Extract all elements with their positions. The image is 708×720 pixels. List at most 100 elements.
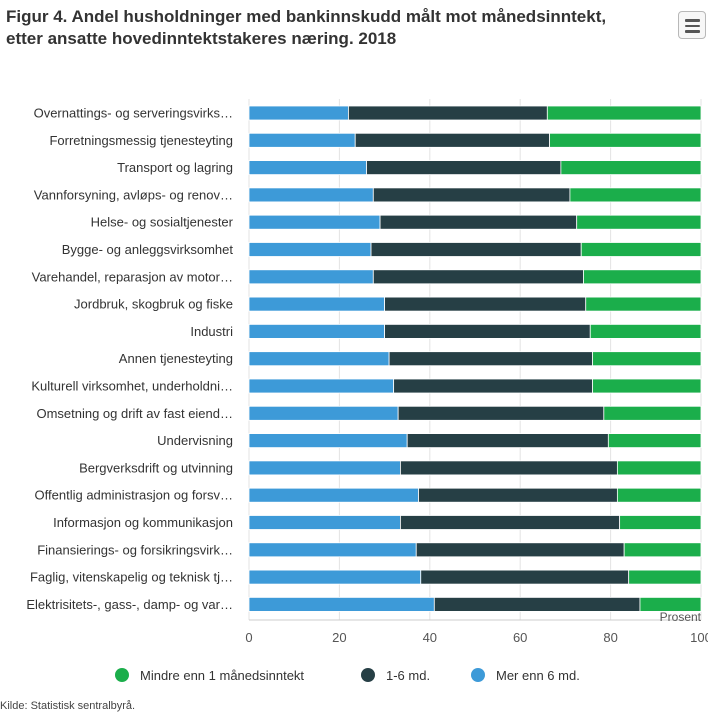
bar-segment-1-6-md[interactable] [366, 160, 562, 176]
bar-segment-mindre-enn-1[interactable] [585, 296, 702, 312]
chart-menu-button[interactable] [678, 11, 706, 39]
category-label: Bergverksdrift og utvinning [79, 460, 233, 475]
bar-segment-mindre-enn-1[interactable] [607, 433, 702, 449]
bar-segment-1-6-md[interactable] [420, 569, 630, 585]
source-note: Kilde: Statistisk sentralbyrå. [0, 700, 136, 712]
bar-segment-mer-enn-6[interactable] [248, 323, 386, 339]
bar-segment-mindre-enn-1[interactable] [623, 542, 702, 558]
bar-segment-mindre-enn-1[interactable] [569, 187, 702, 203]
legend-label: Mindre enn 1 månedsinntekt [140, 668, 304, 683]
bar-segment-mer-enn-6[interactable] [248, 269, 374, 285]
bar-segment-mindre-enn-1[interactable] [603, 405, 702, 421]
bar-segment-mindre-enn-1[interactable] [639, 597, 702, 612]
bar-segment-1-6-md[interactable] [406, 433, 609, 449]
chart-title: Figur 4. Andel husholdninger med bankinn… [6, 7, 607, 48]
bar-segment-mer-enn-6[interactable] [248, 296, 386, 312]
category-label: Industri [190, 324, 233, 339]
legend-label: Mer enn 6 md. [496, 668, 580, 683]
bar-segment-mer-enn-6[interactable] [248, 242, 372, 257]
bar-segment-mindre-enn-1[interactable] [560, 160, 702, 176]
bar-segment-1-6-md[interactable] [370, 242, 582, 257]
bar-segment-1-6-md[interactable] [400, 515, 621, 530]
bar-segment-mindre-enn-1[interactable] [619, 515, 702, 530]
category-label: Faglig, vitenskapelig og teknisk tj… [30, 570, 233, 585]
category-label: Bygge- og anleggsvirksomhet [62, 242, 234, 257]
bar-segment-mer-enn-6[interactable] [248, 515, 401, 530]
bar-segment-1-6-md[interactable] [384, 323, 591, 339]
legend-item[interactable]: Mer enn 6 md. [471, 668, 580, 683]
bar-segment-mindre-enn-1[interactable] [592, 351, 702, 367]
bar-segment-mindre-enn-1[interactable] [628, 569, 702, 585]
bar-segment-mer-enn-6[interactable] [248, 214, 381, 230]
bar-segment-mer-enn-6[interactable] [248, 597, 435, 612]
category-labels: Overnattings- og serveringsvirks… Forretn… [26, 106, 233, 612]
category-label: Annen tjenesteyting [119, 351, 233, 366]
bar-segment-1-6-md[interactable] [379, 214, 578, 230]
category-label: Informasjon og kommunikasjon [53, 515, 233, 530]
stacked-bar-chart: Overnattings- og serveringsvirks… Forretn… [26, 99, 708, 683]
bar-segment-mindre-enn-1[interactable] [616, 460, 702, 476]
hamburger-menu-icon [685, 19, 700, 22]
bar-segment-1-6-md[interactable] [418, 487, 618, 503]
bar-segment-mer-enn-6[interactable] [248, 378, 395, 394]
bar-segment-mer-enn-6[interactable] [248, 187, 374, 203]
bar-segment-1-6-md[interactable] [388, 351, 593, 367]
category-label: Kulturell virksomhet, underholdni… [31, 379, 233, 394]
bar-segment-mindre-enn-1[interactable] [583, 269, 702, 285]
bar-segment-1-6-md[interactable] [415, 542, 625, 558]
bar-segment-1-6-md[interactable] [393, 378, 593, 394]
bar-segment-mer-enn-6[interactable] [248, 487, 419, 503]
bar-segment-mindre-enn-1[interactable] [616, 487, 702, 503]
category-label: Vannforsyning, avløps- og renov… [34, 187, 233, 202]
x-tick-label: 40 [423, 630, 437, 645]
category-label: Elektrisitets-, gass-, damp- og var… [26, 597, 233, 612]
bar-segment-mer-enn-6[interactable] [248, 460, 401, 476]
bar-segment-mindre-enn-1[interactable] [546, 105, 702, 121]
category-label: Offentlig administrasjon og forsv… [35, 488, 233, 503]
legend-marker [115, 668, 129, 682]
category-label: Undervisning [157, 433, 233, 448]
category-label: Jordbruk, skogbruk og fiske [74, 297, 233, 312]
x-tick-label: 80 [603, 630, 617, 645]
bar-segment-1-6-md[interactable] [400, 460, 618, 476]
bar-segment-mindre-enn-1[interactable] [576, 214, 702, 230]
x-tick-label: 0 [245, 630, 252, 645]
bar-segment-mer-enn-6[interactable] [248, 105, 349, 121]
category-label: Helse- og sosialtjenester [91, 215, 234, 230]
x-tick-label: 60 [513, 630, 527, 645]
bar-segment-1-6-md[interactable] [433, 597, 641, 612]
bar-segment-1-6-md[interactable] [372, 187, 571, 203]
x-tick-label: 100 [690, 630, 708, 645]
x-axis-title: Prosent [660, 610, 702, 624]
bar-segment-mindre-enn-1[interactable] [549, 132, 702, 148]
legend-label: 1-6 md. [386, 668, 430, 683]
bar-segment-mer-enn-6[interactable] [248, 542, 417, 558]
bar-segment-mer-enn-6[interactable] [248, 160, 367, 176]
bar-segment-mindre-enn-1[interactable] [592, 378, 702, 394]
category-label: Omsetning og drift av fast eiend… [36, 406, 233, 421]
category-label: Varehandel, reparasjon av motor… [32, 269, 233, 284]
category-label: Transport og lagring [117, 160, 233, 175]
bar-segment-1-6-md[interactable] [372, 269, 584, 285]
bar-segment-1-6-md[interactable] [354, 132, 550, 148]
category-label: Forretningsmessig tjenesteyting [49, 133, 233, 148]
bar-segment-mindre-enn-1[interactable] [580, 242, 702, 257]
legend-item[interactable]: 1-6 md. [361, 668, 430, 683]
bar-segment-mer-enn-6[interactable] [248, 433, 408, 449]
legend: Mindre enn 1 månedsinntekt 1-6 md. Mer enn… [115, 668, 580, 683]
bar-segment-mindre-enn-1[interactable] [589, 323, 702, 339]
bar-segment-mer-enn-6[interactable] [248, 132, 356, 148]
x-tick-label: 20 [332, 630, 346, 645]
legend-marker [471, 668, 485, 682]
bar-segment-mer-enn-6[interactable] [248, 569, 422, 585]
category-label: Overnattings- og serveringsvirks… [34, 106, 233, 121]
bar-segment-mer-enn-6[interactable] [248, 405, 399, 421]
x-axis: 0 20 40 60 80 100 Prosent [245, 610, 708, 645]
bar-segment-1-6-md[interactable] [348, 105, 548, 121]
legend-item[interactable]: Mindre enn 1 månedsinntekt [115, 668, 304, 683]
bar-segment-mer-enn-6[interactable] [248, 351, 390, 367]
bar-segment-1-6-md[interactable] [384, 296, 587, 312]
bars [248, 105, 702, 612]
category-label: Finansierings- og forsikringsvirk… [37, 542, 233, 557]
bar-segment-1-6-md[interactable] [397, 405, 605, 421]
